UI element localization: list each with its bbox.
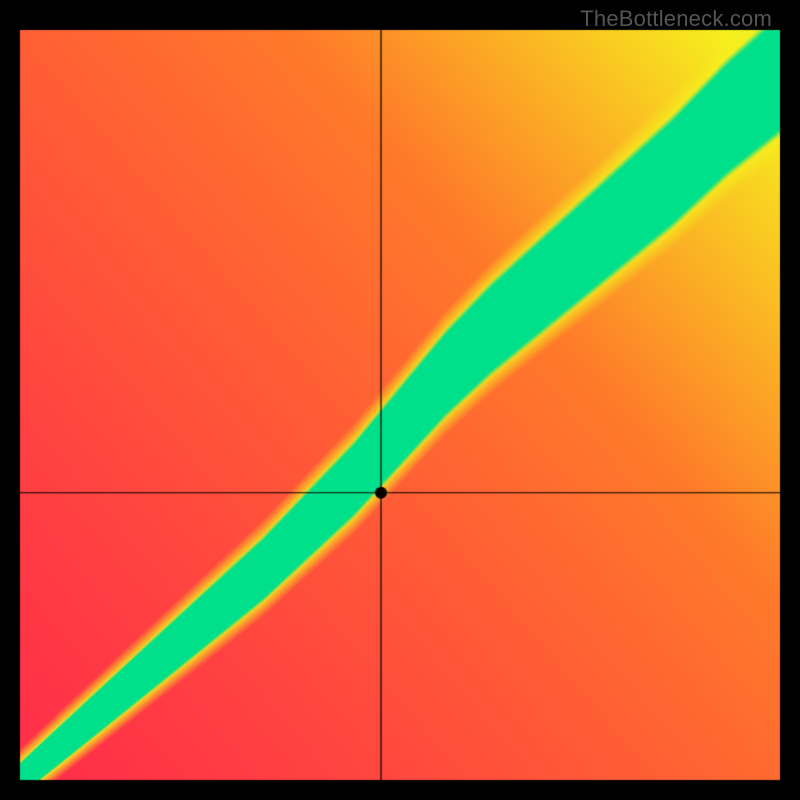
chart-container: TheBottleneck.com: [0, 0, 800, 800]
bottleneck-heatmap-canvas: [0, 0, 800, 800]
watermark-text: TheBottleneck.com: [580, 6, 772, 32]
